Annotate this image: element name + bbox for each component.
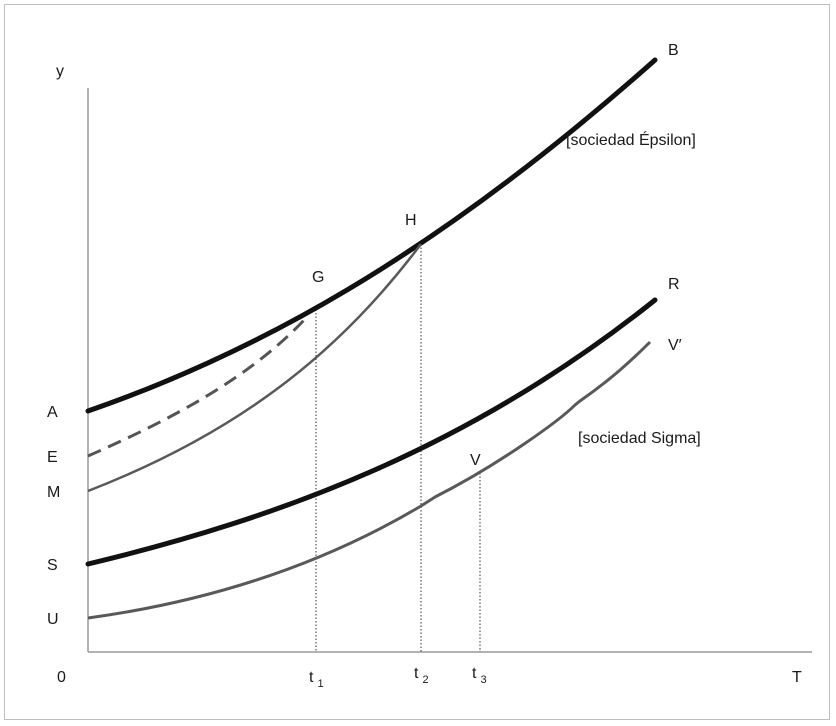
label-V-prime: V′ — [668, 337, 682, 354]
label-G: G — [312, 269, 324, 286]
curve-R — [85, 297, 658, 567]
label-E: E — [47, 449, 58, 466]
label-t1: t 1 — [309, 669, 324, 690]
t2-base: t — [414, 665, 419, 682]
x-axis-label: T — [792, 669, 802, 686]
t3-subscript: 3 — [480, 674, 486, 686]
t1-subscript: 1 — [317, 678, 323, 690]
label-U: U — [47, 611, 59, 628]
label-R: R — [668, 276, 680, 293]
label-S: S — [47, 557, 58, 574]
region-epsilon-label: [sociedad Épsilon] — [566, 130, 696, 149]
diagram-frame — [4, 4, 830, 720]
t3-base: t — [472, 665, 477, 682]
dashed-curve-E-G — [87, 316, 308, 458]
label-t3: t 3 — [472, 665, 487, 686]
region-sigma-label: [sociedad Sigma] — [578, 430, 701, 447]
t1-base: t — [309, 669, 314, 686]
origin-label: 0 — [57, 669, 66, 686]
label-M: M — [47, 484, 60, 501]
curve-B — [85, 57, 658, 414]
label-V: V — [470, 452, 481, 469]
label-B: B — [668, 42, 679, 59]
y-axis-label: y — [56, 63, 64, 80]
curve-M-H — [87, 243, 422, 493]
label-H: H — [405, 212, 417, 229]
label-t2: t 2 — [414, 665, 429, 686]
label-A: A — [47, 404, 58, 421]
t2-subscript: 2 — [422, 674, 428, 686]
curve-V-prime — [87, 340, 652, 620]
